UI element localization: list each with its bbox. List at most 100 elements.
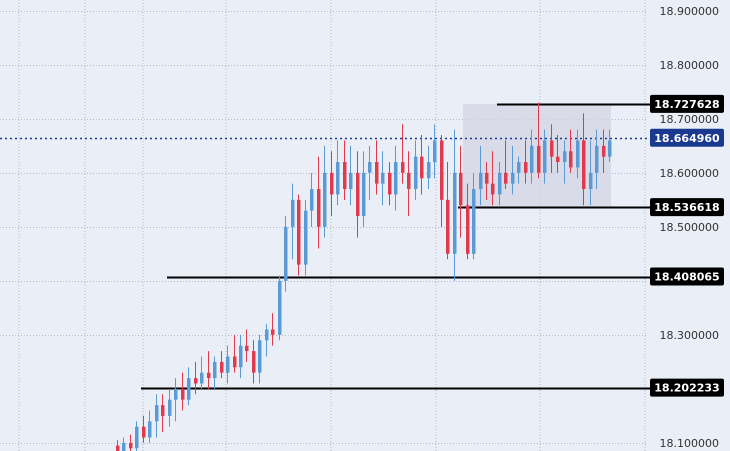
candle-body-53	[459, 172, 463, 206]
y-tick-label: 18.700000	[660, 113, 720, 126]
candle-body-39	[368, 162, 372, 173]
candle-body-27	[291, 199, 295, 227]
candle-body-6	[155, 405, 159, 422]
candle-body-64	[530, 145, 534, 173]
candle-body-24	[271, 329, 275, 335]
candle-body-15	[213, 361, 217, 379]
candle-body-31	[317, 189, 321, 227]
candle-body-33	[330, 172, 334, 195]
candle-body-28	[297, 199, 301, 265]
candle-body-72	[582, 140, 586, 190]
candle-body-50	[440, 140, 444, 200]
candle-body-44	[401, 162, 405, 173]
candle-body-56	[479, 172, 483, 190]
candle-body-10	[181, 388, 185, 400]
candle-body-21	[252, 351, 256, 373]
candle-body-26	[284, 226, 288, 281]
candle-body-7	[161, 405, 165, 416]
candle-body-22	[258, 340, 262, 373]
candle-body-60	[504, 172, 508, 184]
candle-body-55	[472, 189, 476, 254]
candle-body-29	[304, 210, 308, 265]
level-tag-bg-0	[650, 94, 724, 113]
candle-body-23	[265, 329, 269, 341]
candle-body-49	[433, 140, 437, 163]
candle-body-43	[394, 162, 398, 195]
candle-body-61	[511, 172, 515, 184]
level-tag-label-1: 18.536618	[654, 201, 719, 214]
candle-body-40	[375, 162, 379, 184]
candle-body-63	[524, 162, 528, 173]
candle-body-30	[310, 189, 314, 211]
level-tag-bg-3	[650, 378, 724, 397]
candle-body-16	[220, 361, 224, 373]
candle-body-45	[407, 172, 411, 190]
candle-body-73	[589, 172, 593, 190]
candle-body-9	[174, 388, 178, 400]
candle-body-14	[207, 372, 211, 379]
candle-body-74	[595, 145, 599, 173]
candle-body-25	[278, 280, 282, 335]
candle-body-67	[550, 140, 554, 157]
candle-body-69	[563, 151, 567, 163]
level-tag-label-3: 18.202233	[654, 382, 719, 395]
level-tag-label-0: 18.727628	[654, 98, 719, 111]
candle-body-38	[362, 172, 366, 217]
candle-body-59	[498, 172, 502, 195]
y-tick-label: 18.600000	[660, 167, 720, 180]
y-tick-label: 18.100000	[660, 437, 720, 450]
candle-body-18	[233, 356, 237, 368]
candle-body-19	[239, 345, 243, 368]
candle-body-4	[142, 426, 146, 438]
candle-body-66	[543, 140, 547, 173]
candle-body-37	[356, 172, 360, 217]
y-tick-label: 18.300000	[660, 329, 720, 342]
level-tags: 18.727628 18.536618 18.408065 18.202233	[650, 94, 724, 397]
candle-body-5	[148, 421, 152, 438]
y-tick-label: 18.500000	[660, 221, 720, 234]
current-price-tag: 18.664960	[650, 128, 724, 147]
candle-body-20	[245, 345, 249, 352]
candle-body-47	[420, 156, 424, 179]
y-tick-label: 18.800000	[660, 59, 720, 72]
candle-body-34	[336, 162, 340, 195]
candle-body-17	[226, 356, 230, 373]
candle-body-65	[537, 145, 541, 173]
candle-body-70	[569, 151, 573, 168]
current-price-tag-label: 18.664960	[654, 132, 720, 145]
candle-body-58	[491, 183, 495, 195]
y-tick-label: 18.900000	[660, 5, 720, 18]
candle-body-0	[116, 445, 120, 451]
candle-body-75	[602, 145, 606, 157]
candle-body-52	[453, 172, 457, 254]
candle-body-2	[129, 442, 133, 449]
candle-body-3	[135, 426, 139, 449]
candle-body-32	[323, 172, 327, 227]
candle-body-11	[187, 378, 191, 400]
candle-body-76	[608, 140, 612, 157]
candle-body-13	[200, 372, 204, 384]
level-lines	[141, 103, 652, 390]
level-tag-bg-1	[650, 198, 724, 217]
candle-body-42	[388, 172, 392, 195]
candle-body-12	[194, 378, 198, 384]
candle-body-54	[466, 205, 470, 254]
candle-body-68	[556, 156, 560, 163]
candle-body-51	[446, 199, 450, 254]
candle-body-8	[168, 399, 172, 416]
candle-body-41	[381, 172, 385, 184]
candle-body-1	[122, 442, 126, 451]
level-tag-label-2: 18.408065	[654, 271, 719, 284]
candle-body-71	[576, 140, 580, 168]
candle-body-36	[349, 172, 353, 190]
candle-body-46	[414, 156, 418, 190]
candle-body-35	[343, 162, 347, 190]
candles	[116, 102, 612, 451]
current-price-tag-bg	[650, 128, 724, 147]
candle-body-57	[485, 172, 489, 184]
candle-body-48	[427, 162, 431, 179]
level-tag-bg-2	[650, 267, 724, 286]
candle-body-62	[517, 162, 521, 173]
